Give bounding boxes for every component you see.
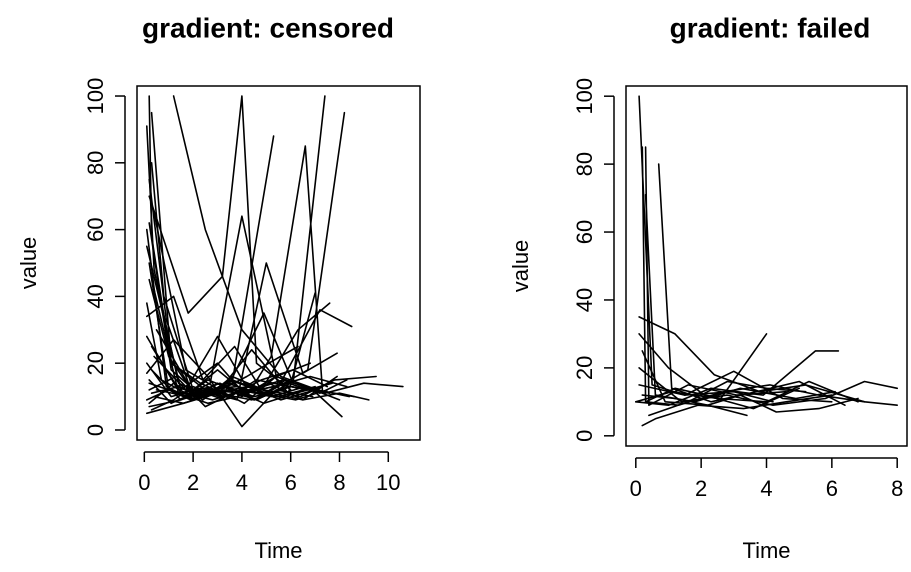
y-tick-label: 20 [83,351,108,375]
series-group [634,95,899,427]
series-line-11 [634,380,859,403]
series-line-24 [148,262,312,401]
series-line-15 [648,380,807,417]
series-line-26 [146,302,316,401]
x-tick-label: 8 [333,470,345,495]
x-axis-label: Time [254,538,302,563]
series-line-32 [146,338,314,428]
series-line-9 [634,350,840,407]
y-tick-label: 20 [572,356,597,380]
x-tick-label: 6 [826,476,838,501]
series-line-5 [148,95,292,391]
series-line-5 [657,163,846,407]
y-tick-label: 80 [572,152,597,176]
series-line-13 [644,384,866,407]
y-axis-label: value [508,240,533,293]
x-tick-label: 6 [285,470,297,495]
x-tick-label: 8 [891,476,903,501]
y-tick-label: 0 [83,424,108,436]
series-line-34 [148,222,285,398]
series-line-30 [148,178,292,401]
series-line-33 [150,379,348,398]
y-tick-label: 60 [572,220,597,244]
series-line-3 [644,193,836,403]
x-tick-label: 0 [138,470,150,495]
y-tick-label: 100 [572,78,597,115]
y-tick-label: 0 [572,430,597,442]
y-tick-label: 80 [83,151,108,175]
series-line-28 [150,111,329,398]
x-tick-label: 4 [236,470,248,495]
x-tick-label: 0 [630,476,642,501]
chart-title: gradient: censored [142,12,394,43]
y-tick-label: 40 [572,288,597,312]
x-tick-label: 4 [760,476,772,501]
series-line-27 [148,382,309,408]
series-line-16 [641,394,859,413]
series-line-4 [172,95,351,398]
plot-frame [625,85,908,447]
series-line-12 [641,394,833,427]
series-group [146,95,404,428]
series-line-10 [146,295,331,391]
series-line-14 [638,370,833,403]
y-tick-label: 40 [83,284,108,308]
series-line-7 [638,333,801,410]
x-tick-label: 2 [187,470,199,495]
x-tick-label: 2 [695,476,707,501]
y-tick-label: 60 [83,217,108,241]
x-tick-label: 10 [376,470,400,495]
series-line-8 [153,95,326,395]
series-line-10 [638,367,899,407]
y-tick-label: 100 [83,78,108,115]
x-axis-label: Time [742,538,790,563]
plot-frame [136,85,421,441]
series-line-22 [150,379,319,411]
chart-title: gradient: failed [670,12,871,43]
series-line-2 [641,146,768,403]
y-axis-label: value [16,237,41,290]
